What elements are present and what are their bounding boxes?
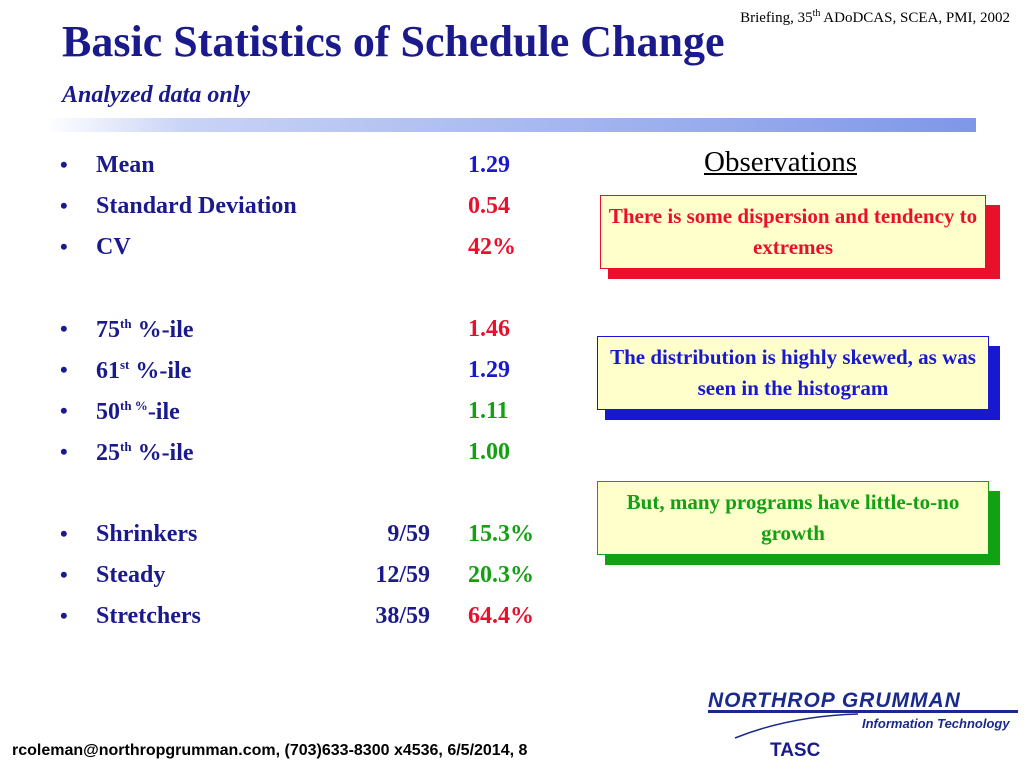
header-note: Briefing, 35th ADoDCAS, SCEA, PMI, 2002 <box>740 8 1010 26</box>
spacer <box>60 476 560 517</box>
slide-title: Basic Statistics of Schedule Change <box>62 17 725 66</box>
stat-row-25th-percentile: • 25th %-ile 1.00 <box>60 435 560 476</box>
observations-heading: Observations <box>704 146 858 178</box>
callout-text: There is some dispersion and tendency to… <box>600 195 986 269</box>
callout-text: But, many programs have little-to-no gro… <box>597 481 989 555</box>
stat-value: 1.00 <box>468 439 510 465</box>
observation-callout-skewed: The distribution is highly skewed, as wa… <box>597 336 1000 422</box>
logo-underline <box>708 710 1018 713</box>
observation-callout-growth: But, many programs have little-to-no gro… <box>597 481 1000 567</box>
observation-callout-dispersion: There is some dispersion and tendency to… <box>600 195 1000 281</box>
stat-row-steady: • Steady 12/59 20.3% <box>60 558 560 599</box>
stat-label: Stretchers <box>96 603 201 629</box>
stat-label: Standard Deviation <box>96 193 297 219</box>
stat-row-shrinkers: • Shrinkers 9/59 15.3% <box>60 517 560 558</box>
stat-row-stretchers: • Stretchers 38/59 64.4% <box>60 599 560 640</box>
stat-value: 1.29 <box>468 152 510 178</box>
stat-label: Mean <box>96 152 155 178</box>
gradient-divider <box>46 118 976 132</box>
bullet-icon: • <box>60 357 68 382</box>
bullet-icon: • <box>60 398 68 423</box>
stat-row-75th-percentile: • 75th %-ile 1.46 <box>60 312 560 353</box>
stat-value: 1.29 <box>468 357 510 383</box>
stat-label: Shrinkers <box>96 521 198 547</box>
logo-unit: TASC <box>770 740 821 761</box>
stat-label: 61st %-ile <box>96 357 192 384</box>
stat-row-cv: • CV 42% <box>60 230 560 271</box>
stat-value: 0.54 <box>468 193 510 219</box>
stat-label: Steady <box>96 562 166 588</box>
bullet-icon: • <box>60 562 68 587</box>
stat-value: 1.46 <box>468 316 510 342</box>
bullet-icon: • <box>60 603 68 628</box>
stat-row-61st-percentile: • 61st %-ile 1.29 <box>60 353 560 394</box>
bullet-icon: • <box>60 439 68 464</box>
stat-value: 20.3% <box>468 562 534 588</box>
slide-footer: rcoleman@northropgrumman.com, (703)633-8… <box>12 742 528 759</box>
stat-row-mean: • Mean 1.29 <box>60 148 560 189</box>
bullet-icon: • <box>60 316 68 341</box>
stat-ratio: 12/59 <box>375 562 430 588</box>
stat-ratio: 38/59 <box>375 603 430 629</box>
stat-label: CV <box>96 234 131 260</box>
bullet-icon: • <box>60 152 68 177</box>
bullet-icon: • <box>60 193 68 218</box>
logo-division: Information Technology <box>862 716 1010 731</box>
slide-subtitle: Analyzed data only <box>62 82 251 108</box>
bullet-icon: • <box>60 521 68 546</box>
statistics-list: • Mean 1.29 • Standard Deviation 0.54 • … <box>60 148 560 640</box>
logo-swoosh-icon <box>734 713 859 739</box>
bullet-icon: • <box>60 234 68 259</box>
stat-value: 42% <box>468 234 516 260</box>
spacer <box>60 271 560 312</box>
stat-label: 50th %-ile <box>96 398 180 425</box>
stat-label: 25th %-ile <box>96 439 194 466</box>
northrop-grumman-logo: NORTHROP GRUMMAN <box>708 689 961 712</box>
stat-value: 15.3% <box>468 521 534 547</box>
stat-ratio: 9/59 <box>387 521 430 547</box>
stat-value: 64.4% <box>468 603 534 629</box>
stat-row-50th-percentile: • 50th %-ile 1.11 <box>60 394 560 435</box>
stat-row-standard-deviation: • Standard Deviation 0.54 <box>60 189 560 230</box>
callout-text: The distribution is highly skewed, as wa… <box>597 336 989 410</box>
stat-value: 1.11 <box>468 398 509 424</box>
stat-label: 75th %-ile <box>96 316 194 343</box>
